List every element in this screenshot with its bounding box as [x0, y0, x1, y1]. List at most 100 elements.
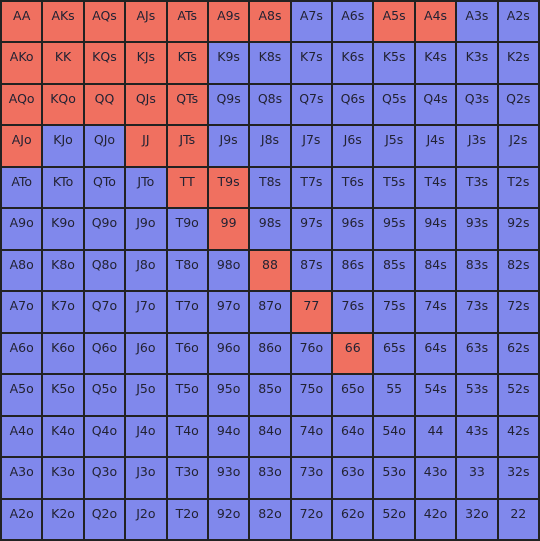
- hand-cell-73o[interactable]: 73o: [291, 458, 334, 500]
- hand-cell-J8s[interactable]: J8s: [250, 126, 292, 168]
- hand-cell-A2s[interactable]: A2s: [498, 2, 540, 44]
- hand-cell-KK[interactable]: KK: [43, 43, 85, 85]
- hand-cell-J5o[interactable]: J5o: [126, 375, 168, 417]
- hand-cell-Q7s[interactable]: Q7s: [291, 84, 334, 127]
- hand-cell-96s[interactable]: 96s: [333, 209, 375, 251]
- hand-cell-K9s[interactable]: K9s: [208, 43, 251, 85]
- hand-cell-KQs[interactable]: KQs: [84, 43, 127, 85]
- hand-cell-K7o[interactable]: K7o: [43, 292, 85, 334]
- hand-cell-J2o[interactable]: J2o: [126, 499, 168, 541]
- hand-cell-95o[interactable]: 95o: [208, 375, 251, 417]
- hand-cell-52o[interactable]: 52o: [374, 499, 416, 541]
- hand-cell-62s[interactable]: 62s: [498, 333, 540, 376]
- hand-cell-52s[interactable]: 52s: [498, 375, 540, 417]
- hand-cell-K6o[interactable]: K6o: [43, 333, 85, 376]
- hand-cell-K5o[interactable]: K5o: [43, 375, 85, 417]
- hand-cell-K9o[interactable]: K9o: [43, 209, 85, 251]
- hand-cell-Q5s[interactable]: Q5s: [374, 84, 416, 127]
- hand-cell-93o[interactable]: 93o: [208, 458, 251, 500]
- hand-cell-K2o[interactable]: K2o: [43, 499, 85, 541]
- hand-cell-A4s[interactable]: A4s: [415, 2, 458, 44]
- hand-cell-T7s[interactable]: T7s: [291, 167, 334, 210]
- hand-cell-33[interactable]: 33: [457, 458, 499, 500]
- hand-cell-AKo[interactable]: AKo: [2, 43, 44, 85]
- hand-cell-A8o[interactable]: A8o: [2, 250, 44, 293]
- hand-cell-J7o[interactable]: J7o: [126, 292, 168, 334]
- hand-cell-A5s[interactable]: A5s: [374, 2, 416, 44]
- hand-cell-J8o[interactable]: J8o: [126, 250, 168, 293]
- hand-cell-97s[interactable]: 97s: [291, 209, 334, 251]
- hand-cell-86o[interactable]: 86o: [250, 333, 292, 376]
- hand-cell-T9o[interactable]: T9o: [167, 209, 209, 251]
- hand-cell-K4o[interactable]: K4o: [43, 416, 85, 459]
- hand-cell-A7o[interactable]: A7o: [2, 292, 44, 334]
- hand-cell-82s[interactable]: 82s: [498, 250, 540, 293]
- hand-cell-T6o[interactable]: T6o: [167, 333, 209, 376]
- hand-cell-Q8o[interactable]: Q8o: [84, 250, 127, 293]
- hand-cell-Q2s[interactable]: Q2s: [498, 84, 540, 127]
- hand-cell-32o[interactable]: 32o: [457, 499, 499, 541]
- hand-cell-J3o[interactable]: J3o: [126, 458, 168, 500]
- hand-cell-Q3o[interactable]: Q3o: [84, 458, 127, 500]
- hand-cell-83s[interactable]: 83s: [457, 250, 499, 293]
- hand-cell-J9o[interactable]: J9o: [126, 209, 168, 251]
- hand-cell-J5s[interactable]: J5s: [374, 126, 416, 168]
- hand-cell-J4s[interactable]: J4s: [415, 126, 458, 168]
- hand-cell-J3s[interactable]: J3s: [457, 126, 499, 168]
- hand-cell-97o[interactable]: 97o: [208, 292, 251, 334]
- hand-cell-Q9o[interactable]: Q9o: [84, 209, 127, 251]
- hand-cell-A6o[interactable]: A6o: [2, 333, 44, 376]
- hand-cell-92o[interactable]: 92o: [208, 499, 251, 541]
- hand-cell-98o[interactable]: 98o: [208, 250, 251, 293]
- hand-cell-96o[interactable]: 96o: [208, 333, 251, 376]
- hand-cell-Q3s[interactable]: Q3s: [457, 84, 499, 127]
- hand-cell-Q7o[interactable]: Q7o: [84, 292, 127, 334]
- hand-cell-A6s[interactable]: A6s: [333, 2, 375, 44]
- hand-cell-KJs[interactable]: KJs: [126, 43, 168, 85]
- hand-cell-Q5o[interactable]: Q5o: [84, 375, 127, 417]
- hand-cell-43o[interactable]: 43o: [415, 458, 458, 500]
- hand-cell-ATs[interactable]: ATs: [167, 2, 209, 44]
- hand-cell-74o[interactable]: 74o: [291, 416, 334, 459]
- hand-cell-87o[interactable]: 87o: [250, 292, 292, 334]
- hand-cell-T9s[interactable]: T9s: [208, 167, 251, 210]
- hand-cell-K5s[interactable]: K5s: [374, 43, 416, 85]
- hand-cell-73s[interactable]: 73s: [457, 292, 499, 334]
- hand-cell-72s[interactable]: 72s: [498, 292, 540, 334]
- hand-cell-66[interactable]: 66: [333, 333, 375, 376]
- hand-cell-65o[interactable]: 65o: [333, 375, 375, 417]
- hand-cell-42o[interactable]: 42o: [415, 499, 458, 541]
- hand-cell-T3s[interactable]: T3s: [457, 167, 499, 210]
- hand-cell-T4s[interactable]: T4s: [415, 167, 458, 210]
- hand-cell-K3s[interactable]: K3s: [457, 43, 499, 85]
- hand-cell-K2s[interactable]: K2s: [498, 43, 540, 85]
- hand-cell-94s[interactable]: 94s: [415, 209, 458, 251]
- hand-cell-AA[interactable]: AA: [2, 2, 44, 44]
- hand-cell-AQs[interactable]: AQs: [84, 2, 127, 44]
- hand-cell-AKs[interactable]: AKs: [43, 2, 85, 44]
- hand-cell-T5s[interactable]: T5s: [374, 167, 416, 210]
- hand-cell-43s[interactable]: 43s: [457, 416, 499, 459]
- hand-cell-Q6o[interactable]: Q6o: [84, 333, 127, 376]
- hand-cell-65s[interactable]: 65s: [374, 333, 416, 376]
- hand-cell-75o[interactable]: 75o: [291, 375, 334, 417]
- hand-cell-A5o[interactable]: A5o: [2, 375, 44, 417]
- hand-cell-K7s[interactable]: K7s: [291, 43, 334, 85]
- hand-cell-T6s[interactable]: T6s: [333, 167, 375, 210]
- hand-cell-A9o[interactable]: A9o: [2, 209, 44, 251]
- hand-cell-T7o[interactable]: T7o: [167, 292, 209, 334]
- hand-cell-J9s[interactable]: J9s: [208, 126, 251, 168]
- hand-cell-42s[interactable]: 42s: [498, 416, 540, 459]
- hand-cell-92s[interactable]: 92s: [498, 209, 540, 251]
- hand-cell-KJo[interactable]: KJo: [43, 126, 85, 168]
- hand-cell-88[interactable]: 88: [250, 250, 292, 293]
- hand-cell-QQ[interactable]: QQ: [84, 84, 127, 127]
- hand-cell-63o[interactable]: 63o: [333, 458, 375, 500]
- hand-cell-A8s[interactable]: A8s: [250, 2, 292, 44]
- hand-cell-Q4o[interactable]: Q4o: [84, 416, 127, 459]
- hand-cell-A3s[interactable]: A3s: [457, 2, 499, 44]
- hand-cell-QJo[interactable]: QJo: [84, 126, 127, 168]
- hand-cell-J6o[interactable]: J6o: [126, 333, 168, 376]
- hand-cell-85s[interactable]: 85s: [374, 250, 416, 293]
- hand-cell-53s[interactable]: 53s: [457, 375, 499, 417]
